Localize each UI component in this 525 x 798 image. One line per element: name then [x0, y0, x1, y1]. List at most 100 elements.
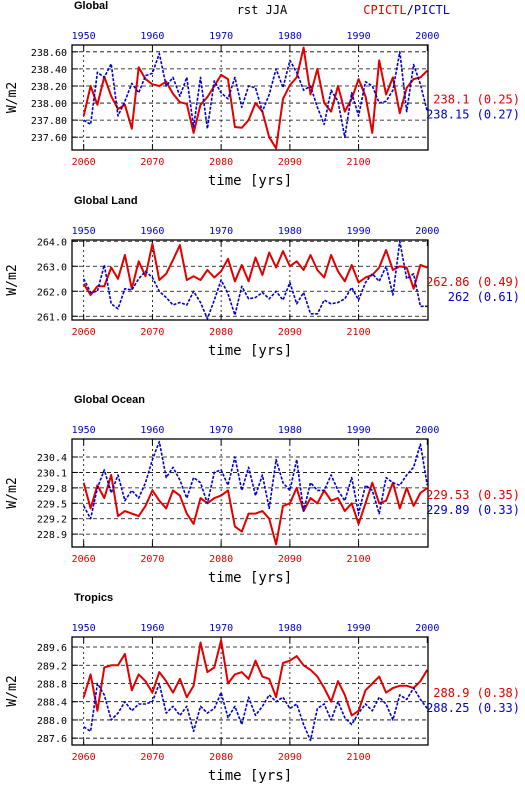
y-axis-label: W/m2	[5, 675, 20, 706]
x-tick-label-top: 1990	[347, 623, 371, 634]
y-tick-label: 289.2	[37, 661, 67, 672]
y-tick-label: 238.00	[31, 99, 67, 110]
x-tick-label-bottom: 2080	[209, 327, 233, 338]
x-tick-label-top: 2000	[415, 226, 439, 237]
x-tick-label-top: 1970	[209, 226, 233, 237]
y-tick-label: 230.4	[37, 453, 67, 464]
series-line-blue	[83, 682, 428, 742]
x-tick-label-bottom: 2100	[347, 554, 371, 565]
y-tick-label: 238.20	[31, 82, 67, 93]
plot-frame	[71, 438, 429, 548]
panel-title: Global Land	[74, 195, 138, 207]
stats-blue: 262 (0.61)	[448, 290, 520, 304]
x-tick-label-top: 1970	[209, 623, 233, 634]
x-tick-label-bottom: 2090	[278, 752, 302, 763]
legend-red-label: CPICTL	[363, 3, 406, 17]
x-tick-label-top: 1960	[140, 226, 164, 237]
y-tick-label: 264.0	[37, 237, 67, 248]
stats-red: 262.86 (0.49)	[426, 275, 520, 289]
x-axis-label: time [yrs]	[208, 343, 292, 359]
x-tick-label-bottom: 2090	[278, 157, 302, 168]
x-axis-label: time [yrs]	[208, 570, 292, 586]
y-tick-label: 237.80	[31, 116, 67, 127]
x-tick-label-bottom: 2080	[209, 752, 233, 763]
plot-frame	[71, 44, 429, 151]
stats-blue: 288.25 (0.33)	[426, 701, 520, 715]
x-tick-label-top: 1950	[72, 425, 96, 436]
x-tick-label-bottom: 2070	[140, 157, 164, 168]
header-center-label: rst JJA	[237, 3, 288, 17]
x-tick-label-top: 1950	[72, 226, 96, 237]
y-tick-label: 262.0	[37, 287, 67, 298]
chart-panel: Global 237.60 237.80 238.00 238.20 238.40 238.…	[5, 0, 520, 189]
x-tick-label-bottom: 2070	[140, 752, 164, 763]
x-tick-label-bottom: 2090	[278, 327, 302, 338]
y-tick-label: 288.0	[37, 716, 67, 727]
x-tick-label-bottom: 2080	[209, 157, 233, 168]
panel-title: Global	[74, 0, 108, 12]
series-line-blue	[82, 240, 428, 320]
x-tick-label-bottom: 2090	[278, 554, 302, 565]
series-line-red	[82, 242, 428, 296]
y-tick-label: 238.60	[31, 48, 67, 59]
chart-panel: Global Ocean 228.9 229.2 229.5 229.8 230.1 230…	[5, 394, 520, 586]
x-tick-label-bottom: 2070	[140, 554, 164, 565]
legend-separator: /	[407, 3, 414, 17]
y-tick-label: 289.6	[37, 643, 67, 654]
y-tick-label: 229.5	[37, 499, 67, 510]
y-axis-label: W/m2	[5, 82, 20, 113]
x-tick-label-top: 1990	[347, 31, 371, 42]
x-tick-label-top: 1980	[278, 425, 302, 436]
x-tick-label-top: 1980	[278, 623, 302, 634]
plot-frame	[71, 636, 429, 746]
x-tick-label-bottom: 2080	[209, 554, 233, 565]
x-tick-label-top: 1960	[140, 425, 164, 436]
series-line-blue	[82, 440, 429, 520]
x-tick-label-bottom: 2070	[140, 327, 164, 338]
x-tick-label-top: 1950	[72, 623, 96, 634]
y-axis-label: W/m2	[5, 477, 20, 508]
x-tick-label-top: 2000	[415, 31, 439, 42]
series-line-red	[82, 46, 429, 150]
y-tick-label: 229.2	[37, 515, 67, 526]
x-tick-label-bottom: 2100	[347, 157, 371, 168]
y-tick-label: 261.0	[37, 312, 67, 323]
stats-red: 288.9 (0.38)	[433, 686, 520, 700]
panel-title: Global Ocean	[74, 394, 145, 406]
x-tick-label-top: 1950	[72, 31, 96, 42]
x-tick-label-bottom: 2060	[72, 752, 96, 763]
x-tick-label-top: 1960	[140, 623, 164, 634]
x-tick-label-top: 1990	[347, 425, 371, 436]
y-tick-label: 288.8	[37, 679, 67, 690]
x-axis-label: time [yrs]	[208, 173, 292, 189]
chart-panel: Global Land 261.0 262.0 263.0 264.0 2060 2070 2…	[5, 195, 520, 359]
x-tick-label-top: 1990	[347, 226, 371, 237]
y-tick-label: 228.9	[37, 530, 67, 541]
series-line-red	[82, 639, 429, 717]
x-tick-label-top: 1960	[140, 31, 164, 42]
x-tick-label-top: 2000	[415, 425, 439, 436]
x-tick-label-bottom: 2060	[72, 157, 96, 168]
stats-blue: 229.89 (0.33)	[426, 503, 520, 517]
legend-blue-label: PICTL	[414, 3, 450, 17]
y-axis-label: W/m2	[5, 264, 20, 295]
y-tick-label: 229.8	[37, 484, 67, 495]
x-tick-label-top: 1980	[278, 31, 302, 42]
y-tick-label: 288.4	[37, 698, 67, 709]
y-tick-label: 287.6	[37, 734, 67, 745]
x-tick-label-top: 1970	[209, 31, 233, 42]
stats-red: 229.53 (0.35)	[426, 488, 520, 502]
plot-frame	[71, 239, 429, 321]
stats-red: 238.1 (0.25)	[433, 93, 520, 107]
x-tick-label-bottom: 2100	[347, 752, 371, 763]
x-tick-label-top: 1980	[278, 226, 302, 237]
y-tick-label: 263.0	[37, 262, 67, 273]
x-tick-label-bottom: 2060	[72, 554, 96, 565]
y-tick-label: 230.1	[37, 468, 67, 479]
x-tick-label-top: 1970	[209, 425, 233, 436]
x-tick-label-top: 2000	[415, 623, 439, 634]
x-tick-label-bottom: 2060	[72, 327, 96, 338]
chart-panel: Tropics 287.6 288.0 288.4 288.8 289.2 289.6 206…	[5, 592, 520, 784]
y-tick-label: 237.60	[31, 133, 67, 144]
